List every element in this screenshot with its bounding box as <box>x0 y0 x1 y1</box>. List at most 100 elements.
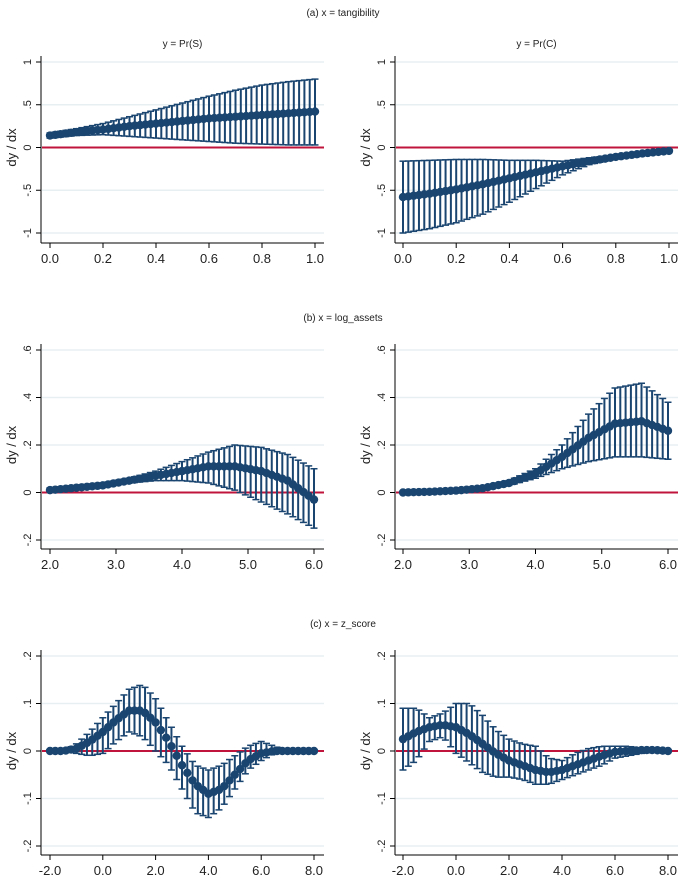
y-tick-label: 0 <box>22 144 34 150</box>
x-tick-label: -2.0 <box>39 863 61 878</box>
data-point <box>230 770 239 779</box>
y-tick-label: -1 <box>376 228 388 238</box>
y-tick-label: 1 <box>22 59 34 65</box>
x-tick-label: 0.0 <box>447 863 465 878</box>
y-tick-label: 1 <box>376 59 388 65</box>
data-point <box>220 781 229 791</box>
y-tick-label: -.1 <box>22 792 34 805</box>
x-tick-label: 8.0 <box>305 863 323 878</box>
y-tick-label: .6 <box>22 345 34 354</box>
x-tick-label: 0.8 <box>607 251 625 266</box>
y-tick-label: -.5 <box>376 184 388 197</box>
y-tick-label: -.2 <box>22 840 34 853</box>
x-tick-label: 0.4 <box>500 251 518 266</box>
data-point <box>663 746 673 756</box>
y-tick-label: -.2 <box>376 840 388 853</box>
y-tick-label: -1 <box>22 228 34 238</box>
y-tick-label: 0 <box>376 144 388 150</box>
x-tick-label: 0.6 <box>200 251 218 266</box>
data-point <box>310 107 320 116</box>
panel-c-right: -.2 -.1 0 .1 .2 dy / dx -2.0 0.0 2.0 4.0 6.0 8.0 <box>358 650 678 878</box>
data-point <box>167 742 176 751</box>
x-tick-label: -2.0 <box>392 863 414 878</box>
x-tick-label: 4.0 <box>553 863 571 878</box>
row-title-a: (a) x = tangibility <box>306 8 379 19</box>
y-tick-label: 0 <box>376 748 388 754</box>
y-axis-label: dy / dx <box>358 731 373 770</box>
x-tick-label: 2.0 <box>147 863 165 878</box>
y-tick-label: .2 <box>376 440 388 449</box>
y-tick-label: .4 <box>22 393 34 402</box>
data-point <box>664 146 674 156</box>
x-tick-label: 2.0 <box>394 557 412 572</box>
x-tick-label: 6.0 <box>606 863 624 878</box>
x-tick-label: 1.0 <box>660 251 678 266</box>
y-tick-label: .4 <box>376 393 388 402</box>
data-point <box>663 426 673 435</box>
data-point <box>151 718 160 727</box>
x-tick-label: 0.2 <box>94 251 112 266</box>
y-axis-label: dy / dx <box>4 731 19 770</box>
y-tick-label: 0 <box>22 489 34 495</box>
y-tick-label: .5 <box>376 100 388 109</box>
x-tick-label: 4.0 <box>526 557 544 572</box>
data-point <box>235 764 245 774</box>
panel-a-right: y = Pr(C) -1 -.5 0 .5 1 dy / dx 0.0 0.2 0.4 0.6 0.8… <box>358 39 678 266</box>
data-point <box>156 725 166 735</box>
y-tick-label: 0 <box>376 489 388 495</box>
x-tick-label: 5.0 <box>239 557 257 572</box>
y-tick-label: .5 <box>22 100 34 109</box>
y-tick-label: -.5 <box>22 184 34 197</box>
y-tick-label: .1 <box>376 699 388 708</box>
x-tick-label: 0.4 <box>147 251 165 266</box>
x-tick-label: 5.0 <box>593 557 611 572</box>
y-axis-label: dy / dx <box>4 128 19 167</box>
y-axis-label: dy / dx <box>358 425 373 464</box>
row-title-c: (c) x = z_score <box>310 619 376 630</box>
y-tick-label: 0 <box>22 748 34 754</box>
x-tick-label: 4.0 <box>199 863 217 878</box>
y-tick-label: .2 <box>22 651 34 660</box>
x-tick-label: 1.0 <box>306 251 324 266</box>
data-point <box>161 733 171 742</box>
x-tick-label: 2.0 <box>500 863 518 878</box>
panel-title: y = Pr(S) <box>163 39 203 50</box>
y-tick-label: -.2 <box>376 534 388 547</box>
x-tick-label: 2.0 <box>41 557 59 572</box>
x-tick-label: 6.0 <box>659 557 677 572</box>
y-tick-label: .6 <box>376 345 388 354</box>
y-tick-label: .2 <box>22 440 34 449</box>
data-point <box>309 746 319 756</box>
panel-b-left: -.2 0 .2 .4 .6 dy / dx 2.0 3.0 4.0 5.0 6.0 <box>4 344 324 572</box>
row-title-b: (b) x = log_assets <box>303 313 382 324</box>
data-point <box>225 776 234 785</box>
x-tick-label: 0.6 <box>554 251 572 266</box>
x-tick-label: 0.0 <box>41 251 59 266</box>
x-tick-label: 6.0 <box>252 863 270 878</box>
x-tick-label: 8.0 <box>659 863 677 878</box>
y-tick-label: .2 <box>376 651 388 660</box>
y-axis-label: dy / dx <box>4 425 19 464</box>
x-tick-label: 0.2 <box>447 251 465 266</box>
data-point <box>172 751 181 760</box>
data-point <box>177 761 187 770</box>
y-tick-label: -.1 <box>376 792 388 805</box>
y-tick-label: .1 <box>22 699 34 708</box>
x-tick-label: 4.0 <box>173 557 191 572</box>
x-tick-label: 0.0 <box>94 863 112 878</box>
data-point <box>183 768 192 778</box>
data-point <box>309 495 319 504</box>
panel-b-right: -.2 0 .2 .4 .6 dy / dx 2.0 3.0 4.0 5.0 6.0 <box>358 344 678 572</box>
x-tick-label: 0.8 <box>253 251 271 266</box>
panel-title: y = Pr(C) <box>516 39 556 50</box>
y-tick-label: -.2 <box>22 534 34 547</box>
x-tick-label: 6.0 <box>305 557 323 572</box>
data-point <box>188 776 197 785</box>
panel-c-left: -.2 -.1 0 .1 .2 dy / dx -2.0 0.0 2.0 4.0 6.0 8.0 <box>4 650 324 878</box>
panel-a-left: y = Pr(S) -1 -.5 0 .5 1 dy / dx 0.0 0.2 0.4 0.6 0.8… <box>4 39 324 266</box>
x-tick-label: 3.0 <box>107 557 125 572</box>
x-tick-label: 3.0 <box>460 557 478 572</box>
x-tick-label: 0.0 <box>394 251 412 266</box>
y-axis-label: dy / dx <box>358 128 373 167</box>
